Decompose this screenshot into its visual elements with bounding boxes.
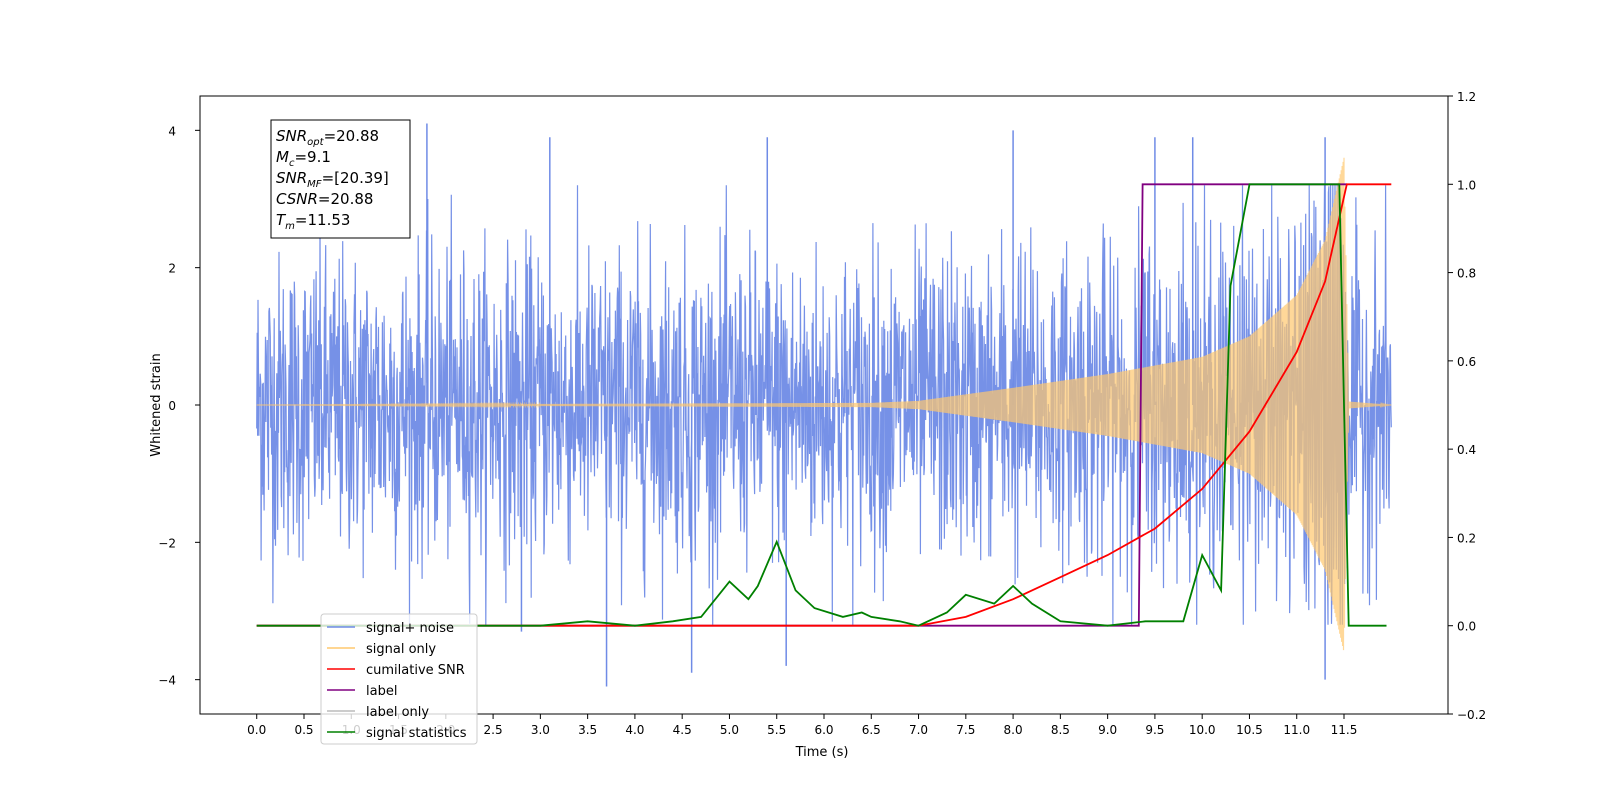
- series-cumulative-snr-line: [256, 183, 1392, 627]
- y-right-tick-label: 1.0: [1457, 178, 1476, 192]
- series-layer: [256, 123, 1392, 687]
- x-tick-label: 8.5: [1051, 723, 1070, 737]
- annotation-subscript: opt: [307, 137, 324, 148]
- x-tick-label: 11.0: [1283, 723, 1310, 737]
- y-right-tick-label: 0.0: [1457, 620, 1476, 634]
- x-tick-label: 4.0: [625, 723, 644, 737]
- x-tick-label: 0.0: [247, 723, 266, 737]
- annotation-subscript: m: [285, 221, 295, 232]
- x-tick-label: 11.5: [1331, 723, 1358, 737]
- annotation-line-2: SNRMF=[20.39]: [276, 169, 389, 190]
- y-left-tick-label: −4: [158, 674, 176, 688]
- y-left-tick-label: 4: [168, 124, 176, 138]
- annotation-symbol: SNR: [276, 127, 307, 145]
- legend-label: label: [366, 684, 397, 699]
- y-left-tick-label: −2: [158, 536, 176, 550]
- x-tick-label: 6.5: [862, 723, 881, 737]
- x-tick-label: 9.5: [1145, 723, 1164, 737]
- y-left-tick-label: 0: [168, 399, 176, 413]
- y-right-tick-label: 0.6: [1457, 355, 1476, 369]
- annotation-value: =11.53: [295, 211, 351, 229]
- legend-label: signal only: [366, 642, 436, 657]
- y-axis-label: Whitened strain: [149, 353, 164, 456]
- annotation-value: =20.88: [318, 190, 374, 208]
- annotation-symbol: M: [276, 148, 289, 166]
- x-tick-label: 5.5: [767, 723, 786, 737]
- annotation-line-4: Tm=11.53: [276, 211, 350, 232]
- y-left-tick-label: 2: [168, 262, 176, 276]
- x-tick-label: 2.5: [484, 723, 503, 737]
- annotation-subscript: c: [289, 158, 295, 169]
- y-right-tick-label: 0.2: [1457, 531, 1476, 545]
- legend-label: signal+ noise: [366, 621, 454, 636]
- x-tick-label: 6.0: [814, 723, 833, 737]
- annotation-line-0: SNRopt=20.88: [276, 127, 379, 148]
- legend-frame: [320, 613, 478, 745]
- x-tick-label: 7.5: [956, 723, 975, 737]
- annotation-value: =20.88: [324, 127, 380, 145]
- x-tick-label: 0.5: [294, 723, 313, 737]
- x-tick-label: 8.0: [1004, 723, 1023, 737]
- legend: signal+ noise signal only cumilative SNR la…: [320, 613, 478, 745]
- x-tick-label: 4.5: [673, 723, 692, 737]
- x-tick-label: 3.5: [578, 723, 597, 737]
- x-tick-label: 9.0: [1098, 723, 1117, 737]
- legend-label: signal statistics: [366, 726, 467, 741]
- annotation-line-1: Mc=9.1: [276, 148, 331, 169]
- x-tick-label: 10.0: [1189, 723, 1216, 737]
- x-axis-label: Time (s): [795, 745, 849, 760]
- annotation-value: =9.1: [294, 148, 330, 166]
- annotation-value: =[20.39]: [322, 169, 389, 187]
- x-tick-label: 7.0: [909, 723, 928, 737]
- annotation-symbol: T: [276, 211, 287, 229]
- y-axis-left: −4 −2 0 2 4: [158, 124, 200, 688]
- annotation-symbol: CSNR: [276, 190, 318, 208]
- y-right-tick-label: 0.8: [1457, 267, 1476, 281]
- y-axis-right: −0.2 0.0 0.2 0.4 0.6 0.8 1.0 1.2: [1448, 90, 1486, 722]
- annotation-line-3: CSNR=20.88: [276, 190, 373, 208]
- legend-label: label only: [366, 705, 429, 720]
- y-right-tick-label: 0.4: [1457, 443, 1476, 457]
- series-signal-statistics-line: [256, 183, 1387, 627]
- y-right-tick-label: 1.2: [1457, 90, 1476, 104]
- annotation-frame: [270, 119, 411, 239]
- annotation-box: SNRopt=20.88Mc=9.1SNRMF=[20.39]CSNR=20.8…: [270, 119, 411, 239]
- x-tick-label: 5.0: [720, 723, 739, 737]
- annotation-symbol: SNR: [276, 169, 307, 187]
- annotation-subscript: MF: [307, 179, 322, 190]
- x-tick-label: 3.0: [531, 723, 550, 737]
- y-right-tick-label: −0.2: [1457, 708, 1486, 722]
- legend-label: cumilative SNR: [366, 663, 465, 678]
- x-tick-label: 10.5: [1236, 723, 1263, 737]
- series-signal-only-line: [256, 157, 1392, 651]
